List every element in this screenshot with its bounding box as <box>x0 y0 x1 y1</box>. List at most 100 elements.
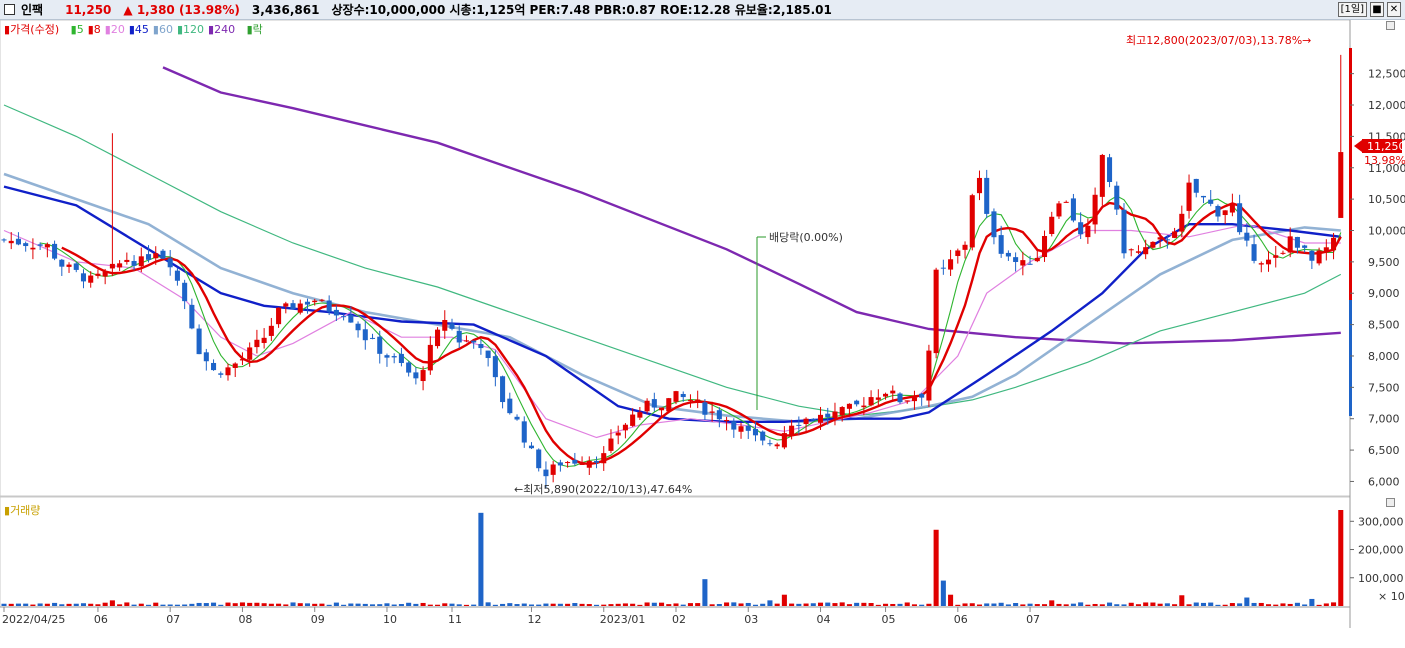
candle-body <box>1121 209 1127 254</box>
volume-bar <box>37 603 43 606</box>
volume-bar <box>8 603 14 606</box>
x-tick-label: 04 <box>817 613 831 626</box>
candle-body <box>622 424 628 431</box>
candle-body <box>1294 236 1300 248</box>
volume-bar <box>333 602 339 606</box>
volume-bar <box>52 602 58 606</box>
close-icon[interactable]: ✕ <box>1387 2 1401 17</box>
candle-body <box>471 340 477 343</box>
candle-body <box>695 399 701 402</box>
candle-body <box>687 399 693 401</box>
volume-bar <box>832 603 838 606</box>
volume-bar <box>203 603 209 606</box>
stock-info: 상장수:10,000,000 시총:1,125억 PER:7.48 PBR:0.… <box>331 3 832 17</box>
price-panel-button[interactable] <box>1386 21 1395 30</box>
candle-body <box>254 339 260 348</box>
candle-body <box>153 253 159 259</box>
candle-body <box>500 376 506 403</box>
candle-body <box>1049 216 1055 234</box>
candle-body <box>825 413 831 418</box>
candle-body <box>738 426 744 432</box>
volume-bar <box>1056 603 1062 606</box>
volume-bar <box>500 603 506 606</box>
candle-body <box>23 243 29 247</box>
candle-body <box>435 329 441 347</box>
candle-body <box>478 343 484 349</box>
candle-body <box>1244 232 1250 241</box>
volume-bar <box>745 602 751 606</box>
candle-body <box>232 363 238 368</box>
maximize-icon[interactable]: ■ <box>1370 2 1384 17</box>
candle-body <box>297 303 303 313</box>
volume-bar <box>825 602 831 606</box>
candle-body <box>492 356 498 378</box>
volume-bar <box>1338 510 1344 606</box>
x-tick-label: 2023/01 <box>600 613 646 626</box>
volume-bar <box>565 603 571 606</box>
volume-bar <box>507 603 513 606</box>
candle-body <box>1078 222 1084 235</box>
candle-body <box>341 316 347 318</box>
candle-body <box>854 400 860 405</box>
volume-bar <box>724 602 730 606</box>
price-tick-label: 9,000 <box>1368 287 1400 300</box>
volume-panel-button[interactable] <box>1386 498 1395 507</box>
candle-body <box>369 337 376 339</box>
candle-body <box>528 445 535 449</box>
volume-bar <box>1179 595 1185 606</box>
candle-body <box>1193 178 1199 193</box>
price-tick-label: 8,000 <box>1368 350 1400 363</box>
candle-body <box>160 250 166 259</box>
volume-bar <box>1251 602 1257 606</box>
candle-body <box>319 299 325 301</box>
volume-bar <box>1215 604 1221 606</box>
volume-bar <box>926 603 932 606</box>
stock-header: 인팩 11,250 ▲ 1,380 (13.98%) 3,436,861 상장수… <box>0 0 1405 20</box>
legend-price-label: ▮가격(수정) <box>4 23 60 36</box>
volume-bar <box>803 603 809 606</box>
volume-bar <box>1135 604 1141 606</box>
volume-bar <box>247 602 253 606</box>
volume-bar <box>1128 602 1134 606</box>
volume-panel <box>0 496 1351 608</box>
candle-body <box>579 463 585 465</box>
candle-body <box>1280 252 1286 254</box>
volume-bar <box>702 579 708 606</box>
volume-bar <box>406 602 412 606</box>
high-annotation: 최고12,800(2023/07/03),13.78%→ <box>1126 34 1311 47</box>
volume-bar <box>904 602 910 606</box>
x-tick-label: 06 <box>94 613 108 626</box>
volume-bar <box>1331 602 1337 606</box>
volume-bar <box>955 604 961 606</box>
candle-body <box>333 309 339 316</box>
volume-bar <box>189 603 195 606</box>
volume-bar <box>991 603 997 606</box>
candle-body <box>651 399 657 408</box>
ma-5-line <box>40 195 1342 468</box>
candle-body <box>1237 203 1243 233</box>
ma-120-line <box>3 104 1342 417</box>
candle-body <box>8 240 14 244</box>
volume-bar <box>687 603 693 606</box>
volume-bar <box>1229 603 1235 606</box>
volume-bar <box>637 604 643 606</box>
legend-ma-5: ▮5 <box>70 23 84 36</box>
x-tick-label: 07 <box>1026 613 1040 626</box>
candle-body <box>883 393 889 397</box>
candle-body <box>1063 201 1069 203</box>
select-checkbox[interactable] <box>4 4 15 15</box>
volume-bar <box>514 604 520 606</box>
period-button[interactable]: [1일] <box>1337 2 1367 17</box>
volume-bar <box>355 603 361 606</box>
candle-body <box>261 337 267 343</box>
ma-60-line <box>3 172 1341 424</box>
candle-body <box>586 460 592 468</box>
ma-45-line <box>3 185 1341 423</box>
candle-body <box>449 323 455 329</box>
legend-ma-45: ▮45 <box>128 23 149 36</box>
x-tick-label: 06 <box>954 613 968 626</box>
volume-legend: ▮거래량 <box>4 504 41 517</box>
candle-body <box>1027 263 1033 265</box>
dividend-annotation: 배당락(0.00%) <box>769 231 843 244</box>
candle-body <box>875 397 881 400</box>
